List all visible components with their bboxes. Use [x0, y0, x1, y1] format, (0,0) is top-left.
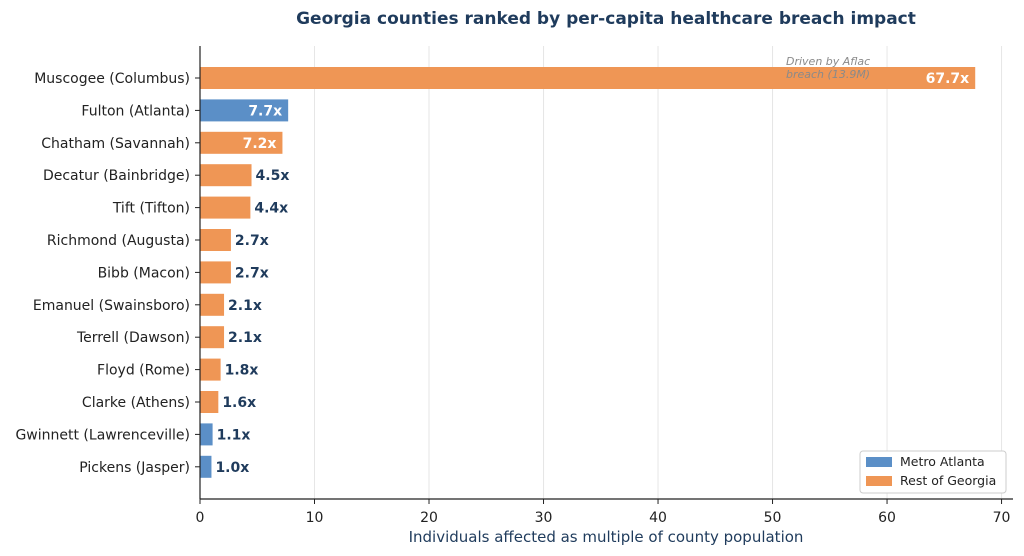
bars [200, 67, 976, 478]
bar-tift-tifton [200, 196, 251, 219]
annotation-line-2: breach (13.9M) [786, 68, 870, 81]
legend-label-metro-atlanta: Metro Atlanta [900, 454, 985, 469]
x-tick-label-70: 70 [993, 510, 1011, 526]
category-label-clarke-athens: Clarke (Athens) [82, 395, 190, 411]
value-label-terrell-dawson: 2.1x [228, 330, 262, 346]
category-labels: Muscogee (Columbus) Fulton (Atlanta) Chath… [15, 71, 200, 476]
annotation: Driven by Aflac breach (13.9M) [786, 55, 870, 81]
value-label-bibb-macon: 2.7x [235, 265, 269, 281]
bar-decatur-bainbridge [200, 164, 252, 187]
value-label-floyd-rome: 1.8x [225, 363, 259, 379]
category-label-fulton-atlanta: Fulton (Atlanta) [81, 103, 190, 119]
grid-lines [314, 46, 1003, 499]
bar-terrell-dawson [200, 326, 225, 349]
legend-swatch-rest-of-georgia [866, 476, 892, 486]
bar-muscogee-columbus [200, 67, 976, 89]
bar-bibb-macon [200, 261, 231, 284]
x-axis-label: Individuals affected as multiple of coun… [409, 528, 804, 546]
x-tick-label-10: 10 [306, 510, 324, 526]
bar-chatham-savannah [200, 131, 283, 154]
category-label-emanuel-swainsboro: Emanuel (Swainsboro) [33, 298, 190, 314]
value-label-gwinnett-lawrenceville: 1.1x [217, 427, 251, 443]
x-tick-label-20: 20 [420, 510, 438, 526]
value-labels: 67.7x 7.7x 7.2x 4.5x 4.4x 2.7x 2.7x 2.1x 2.1x 1.8… [215, 71, 969, 476]
value-label-chatham-savannah: 7.2x [243, 136, 277, 152]
x-axis-ticks: 0 10 20 30 40 50 60 70 [196, 499, 1011, 526]
bar-clarke-athens [200, 391, 219, 413]
x-tick-label-40: 40 [649, 510, 667, 526]
category-label-terrell-dawson: Terrell (Dawson) [76, 330, 190, 346]
x-tick-label-30: 30 [535, 510, 553, 526]
category-label-richmond-augusta: Richmond (Augusta) [47, 233, 190, 249]
value-label-decatur-bainbridge: 4.5x [256, 168, 290, 184]
bar-richmond-augusta [200, 229, 231, 251]
category-label-floyd-rome: Floyd (Rome) [97, 363, 190, 379]
value-label-pickens-jasper: 1.0x [215, 460, 249, 476]
category-label-gwinnett-lawrenceville: Gwinnett (Lawrenceville) [15, 427, 190, 443]
bar-floyd-rome [200, 358, 221, 381]
x-tick-label-50: 50 [764, 510, 782, 526]
bar-pickens-jasper [200, 455, 212, 478]
legend-swatch-metro-atlanta [866, 457, 892, 467]
value-label-emanuel-swainsboro: 2.1x [228, 298, 262, 314]
annotation-line-1: Driven by Aflac [786, 55, 870, 68]
axes [199, 46, 1013, 500]
bar-fulton-atlanta [200, 99, 289, 122]
value-label-richmond-augusta: 2.7x [235, 233, 269, 249]
x-tick-label-60: 60 [878, 510, 896, 526]
legend-frame [859, 450, 1007, 494]
legend-label-rest-of-georgia: Rest of Georgia [900, 473, 996, 488]
category-label-chatham-savannah: Chatham (Savannah) [41, 136, 190, 152]
bar-gwinnett-lawrenceville [200, 423, 213, 446]
category-label-decatur-bainbridge: Decatur (Bainbridge) [43, 168, 190, 184]
value-label-fulton-atlanta: 7.7x [248, 103, 282, 119]
legend: Metro Atlanta Rest of Georgia [859, 450, 1007, 494]
value-label-clarke-athens: 1.6x [222, 395, 256, 411]
category-label-bibb-macon: Bibb (Macon) [98, 265, 190, 281]
category-label-muscogee-columbus: Muscogee (Columbus) [34, 71, 190, 87]
category-label-tift-tifton: Tift (Tifton) [112, 201, 190, 217]
category-label-pickens-jasper: Pickens (Jasper) [79, 460, 190, 476]
value-label-muscogee-columbus: 67.7x [926, 71, 970, 87]
x-tick-label-0: 0 [196, 510, 205, 526]
bar-emanuel-swainsboro [200, 293, 225, 316]
chart-title: Georgia counties ranked by per-capita he… [296, 9, 916, 29]
value-label-tift-tifton: 4.4x [254, 201, 288, 217]
